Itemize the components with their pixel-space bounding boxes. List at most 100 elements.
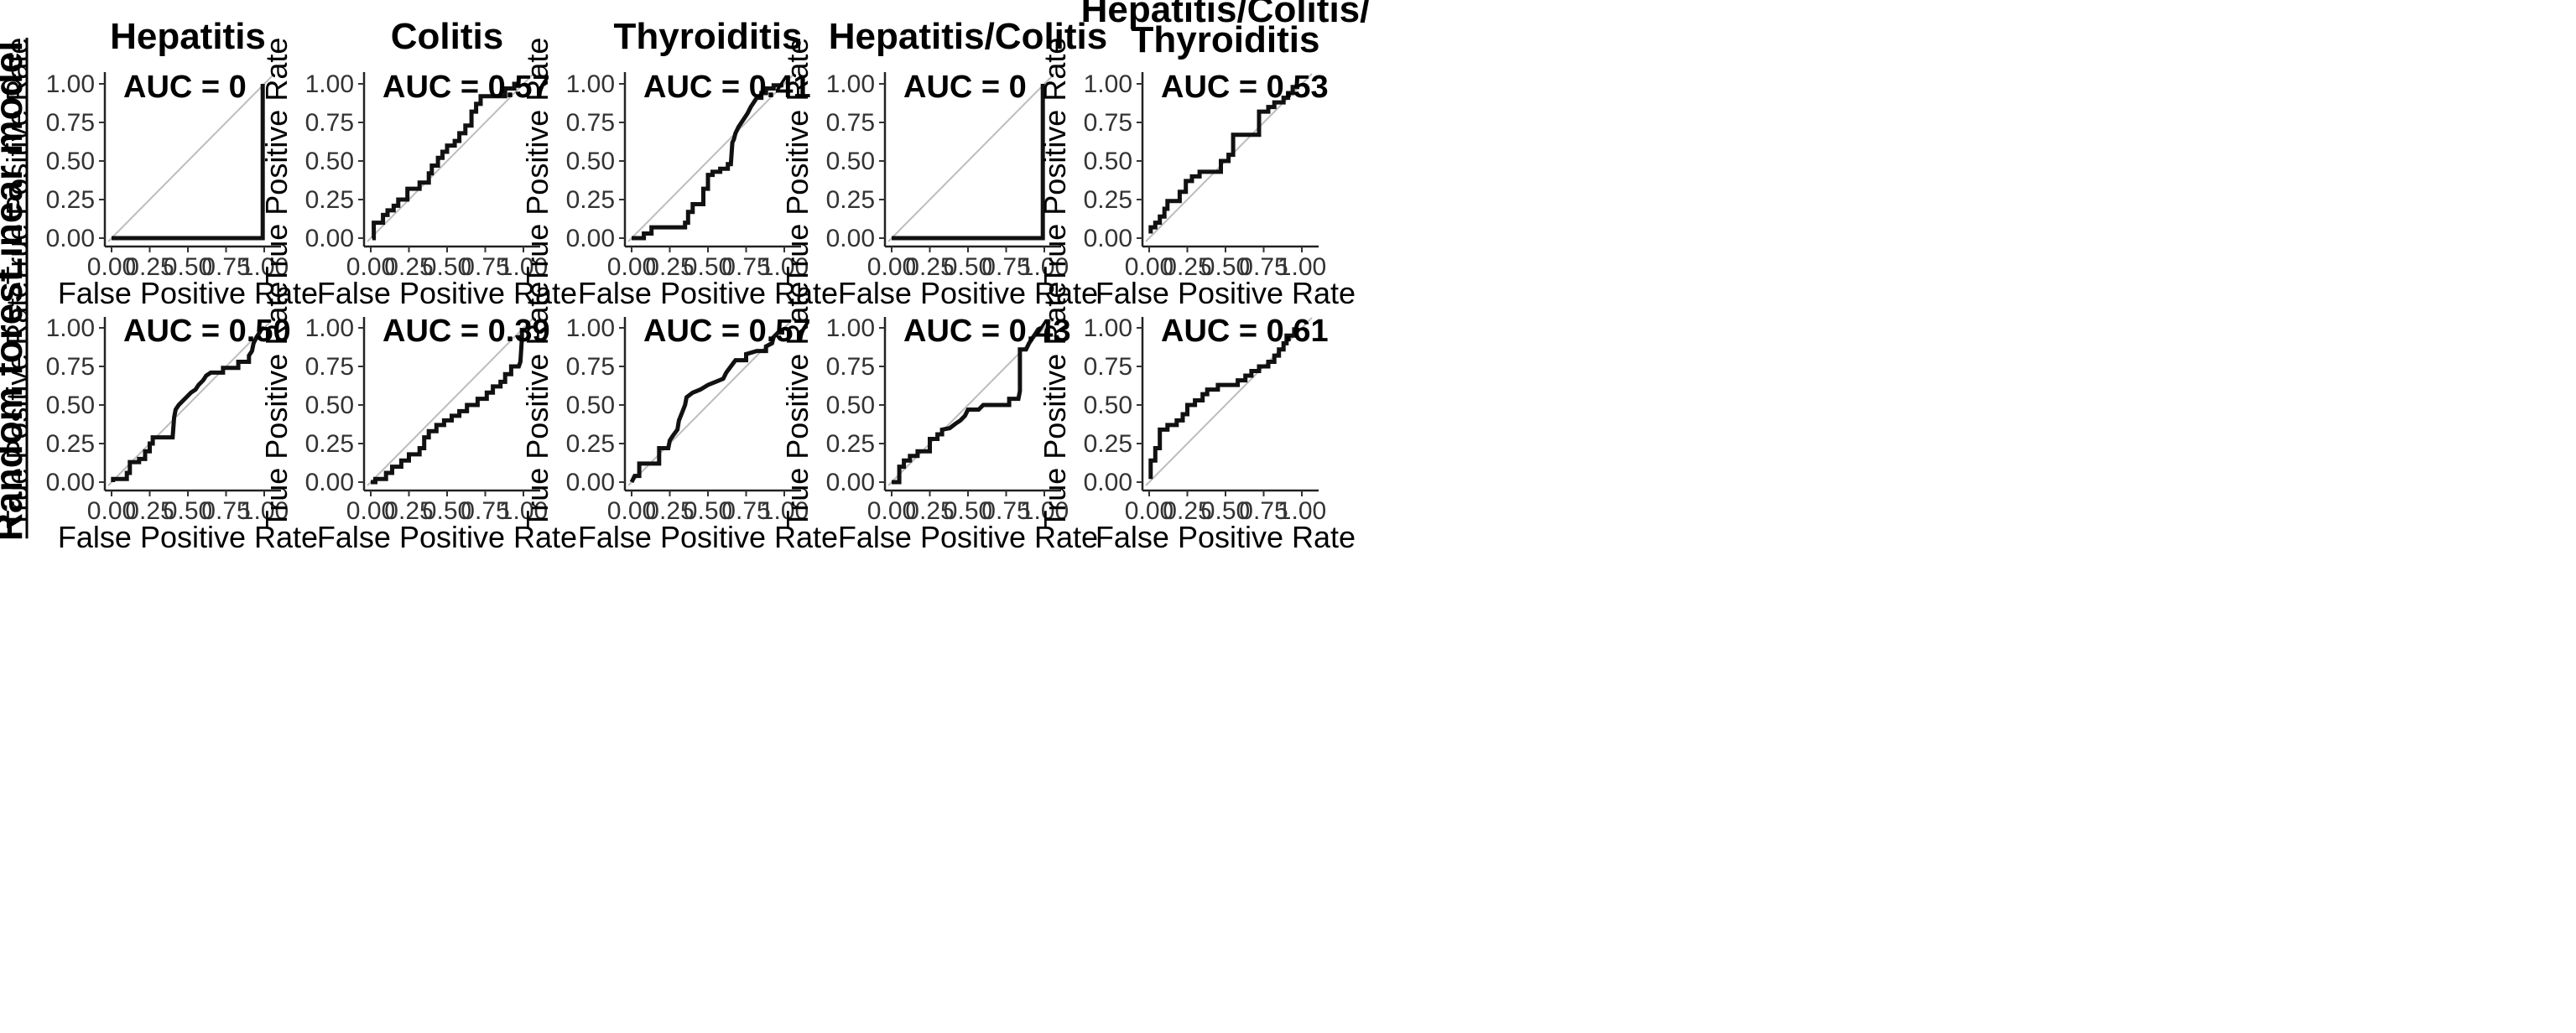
roc-curve xyxy=(372,81,521,241)
x-tick-label: 0.25 xyxy=(125,497,174,525)
x-tick-label: 0.00 xyxy=(607,253,656,281)
x-tick-label: 0.00 xyxy=(346,253,395,281)
x-tick-label: 0.50 xyxy=(944,497,992,525)
y-tick-label: 0.00 xyxy=(305,469,354,496)
x-tick-label: 0.00 xyxy=(607,497,656,525)
x-tick-label: 1.00 xyxy=(1278,497,1326,525)
y-tick-label: 0.75 xyxy=(46,109,95,137)
y-tick-label: 0.25 xyxy=(305,430,354,458)
y-tick-label: 0.75 xyxy=(46,353,95,381)
roc-curve xyxy=(1148,327,1299,480)
x-axis-title: False Positive Rate xyxy=(58,520,318,554)
roc-panel: 0.000.250.500.751.000.000.250.500.751.00… xyxy=(259,282,577,554)
column-title: Colitis xyxy=(391,16,503,57)
reference-diagonal xyxy=(367,73,534,242)
y-tick-label: 0.00 xyxy=(305,225,354,252)
y-tick-label: 0.50 xyxy=(1084,392,1132,419)
y-axis-title: True Positive Rate xyxy=(0,282,34,529)
y-tick-label: 0.00 xyxy=(826,469,875,496)
x-tick-label: 0.25 xyxy=(645,497,694,525)
roc-panels: 0.000.250.500.751.000.000.250.500.751.00… xyxy=(0,38,1356,554)
roc-panel: 0.000.250.500.751.000.000.250.500.751.00… xyxy=(1038,282,1356,554)
y-tick-label: 0.75 xyxy=(566,109,615,137)
x-tick-label: 1.00 xyxy=(760,253,809,281)
x-tick-label: 0.25 xyxy=(1163,497,1211,525)
y-tick-label: 0.00 xyxy=(46,225,95,252)
roc-curve xyxy=(892,84,1045,241)
x-tick-label: 0.25 xyxy=(905,253,954,281)
x-tick-label: 0.75 xyxy=(721,497,770,525)
x-tick-label: 0.75 xyxy=(201,497,250,525)
x-tick-label: 0.00 xyxy=(346,497,395,525)
roc-panel: 0.000.250.500.751.000.000.250.500.751.00… xyxy=(0,282,318,554)
y-axis-title: True Positive Rate xyxy=(780,38,814,285)
x-tick-label: 0.25 xyxy=(1163,253,1211,281)
roc-panel: 0.000.250.500.751.000.000.250.500.751.00… xyxy=(520,38,838,310)
y-tick-label: 0.75 xyxy=(1084,353,1132,381)
roc-panel: 0.000.250.500.751.000.000.250.500.751.00… xyxy=(780,38,1098,310)
y-tick-label: 0.50 xyxy=(305,392,354,419)
x-tick-label: 0.50 xyxy=(164,497,212,525)
y-tick-label: 0.00 xyxy=(46,469,95,496)
y-tick-label: 0.50 xyxy=(1084,148,1132,175)
x-tick-label: 0.50 xyxy=(423,497,471,525)
x-tick-label: 0.25 xyxy=(125,253,174,281)
row-label-group: Linear model xyxy=(0,38,30,284)
x-axis-title: False Positive Rate xyxy=(58,276,318,310)
y-tick-label: 1.00 xyxy=(566,314,615,342)
x-tick-label: 0.75 xyxy=(461,253,509,281)
y-tick-label: 0.50 xyxy=(826,392,875,419)
column-title: Thyroiditis xyxy=(614,16,803,57)
auc-label: AUC = 0 xyxy=(903,70,1027,105)
row-label-group: Random forest xyxy=(0,269,30,542)
x-tick-label: 0.50 xyxy=(684,497,732,525)
row-label: Random forest xyxy=(0,269,30,542)
x-tick-label: 0.25 xyxy=(384,253,433,281)
y-tick-label: 0.25 xyxy=(566,186,615,214)
y-tick-label: 0.75 xyxy=(305,353,354,381)
y-tick-label: 0.50 xyxy=(566,392,615,419)
roc-curve xyxy=(629,330,784,484)
y-axis-title: True Positive Rate xyxy=(520,38,554,285)
auc-label: AUC = 0.57 xyxy=(643,314,811,349)
auc-label: AUC = 0.39 xyxy=(382,314,550,349)
column-title: Hepatitis/Colitis/ xyxy=(1081,0,1371,30)
x-tick-label: 0.75 xyxy=(201,253,250,281)
x-tick-label: 1.00 xyxy=(499,497,548,525)
y-tick-label: 0.25 xyxy=(46,186,95,214)
x-tick-label: 1.00 xyxy=(760,497,809,525)
y-tick-label: 0.75 xyxy=(1084,109,1132,137)
y-tick-label: 0.25 xyxy=(46,430,95,458)
x-tick-label: 1.00 xyxy=(1278,253,1326,281)
x-tick-label: 0.50 xyxy=(164,253,212,281)
x-tick-label: 0.00 xyxy=(867,497,916,525)
x-tick-label: 1.00 xyxy=(499,253,548,281)
x-tick-label: 0.50 xyxy=(944,253,992,281)
reference-diagonal xyxy=(887,73,1055,242)
x-axis-title: False Positive Rate xyxy=(578,276,838,310)
roc-curve xyxy=(371,328,524,485)
x-axis-title: False Positive Rate xyxy=(838,520,1098,554)
y-tick-label: 1.00 xyxy=(1084,314,1132,342)
x-tick-label: 0.00 xyxy=(87,497,136,525)
auc-label: AUC = 0.53 xyxy=(1161,70,1329,105)
x-tick-label: 0.00 xyxy=(867,253,916,281)
x-tick-label: 0.75 xyxy=(981,497,1030,525)
x-tick-label: 0.00 xyxy=(87,253,136,281)
y-tick-label: 1.00 xyxy=(826,314,875,342)
auc-label: AUC = 0 xyxy=(123,70,247,105)
y-tick-label: 1.00 xyxy=(1084,70,1132,98)
x-tick-label: 1.00 xyxy=(1020,497,1069,525)
y-axis-title: True Positive Rate xyxy=(1038,38,1072,285)
y-tick-label: 0.25 xyxy=(1084,430,1132,458)
roc-curve xyxy=(112,84,265,241)
x-tick-label: 1.00 xyxy=(240,497,289,525)
x-tick-label: 0.50 xyxy=(1201,497,1250,525)
y-tick-label: 0.50 xyxy=(305,148,354,175)
x-tick-label: 0.50 xyxy=(684,253,732,281)
roc-panel: 0.000.250.500.751.000.000.250.500.751.00… xyxy=(0,38,318,310)
x-tick-label: 0.25 xyxy=(384,497,433,525)
roc-panel: 0.000.250.500.751.000.000.250.500.751.00… xyxy=(520,282,838,554)
